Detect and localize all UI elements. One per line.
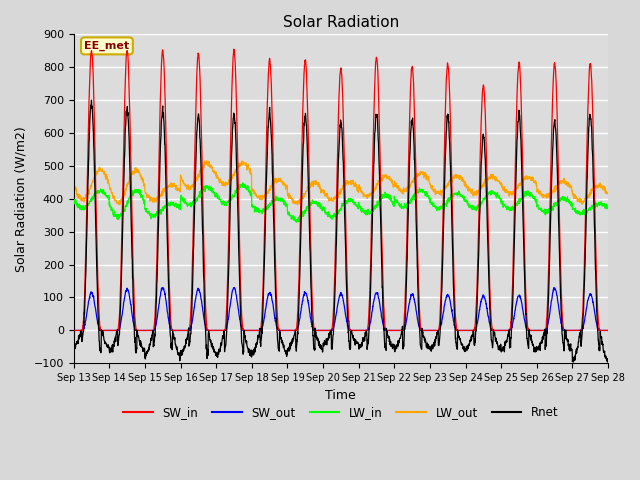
- Y-axis label: Solar Radiation (W/m2): Solar Radiation (W/m2): [15, 126, 28, 272]
- X-axis label: Time: Time: [326, 389, 356, 402]
- Legend: SW_in, SW_out, LW_in, LW_out, Rnet: SW_in, SW_out, LW_in, LW_out, Rnet: [118, 401, 563, 423]
- Text: EE_met: EE_met: [84, 41, 129, 51]
- Title: Solar Radiation: Solar Radiation: [283, 15, 399, 30]
